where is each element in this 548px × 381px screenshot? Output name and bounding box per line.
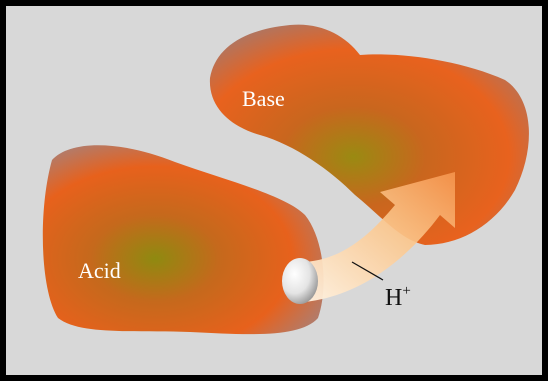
proton [282,258,318,304]
proton-charge: + [402,283,410,299]
acid-label: Acid [78,258,121,283]
diagram: Base Acid H+ [0,0,548,381]
proton-symbol: H [385,285,402,311]
base-label: Base [242,86,285,111]
